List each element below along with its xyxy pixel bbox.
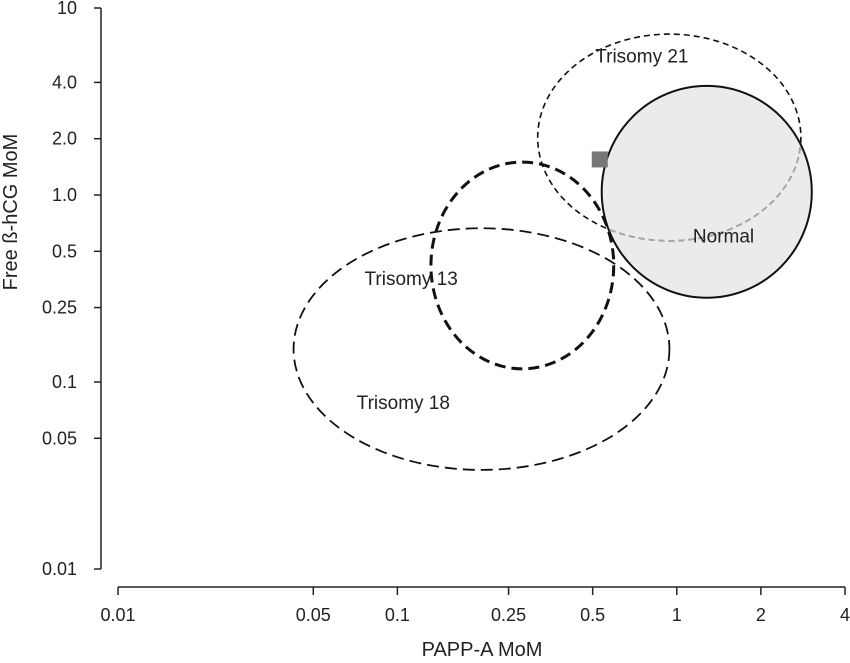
region-trisomy-18-overlap [601, 227, 671, 298]
data-point-square [591, 151, 608, 168]
y-tick-label: 0.05 [42, 428, 77, 448]
region-label-normal: Normal [693, 226, 754, 247]
y-tick-label: 0.1 [52, 372, 77, 392]
region-layer [292, 33, 813, 471]
x-tick-label: 0.05 [296, 605, 331, 625]
region-label-trisomy-18: Trisomy 18 [357, 393, 450, 414]
region-labels: Normal Trisomy 18 Trisomy 13 Trisomy 21 [357, 47, 754, 415]
y-tick-label: 2.0 [52, 129, 77, 149]
y-ticks: 0.01 0.05 0.1 0.25 0.5 1.0 2.0 4.0 10 [42, 0, 101, 579]
y-tick-label: 0.5 [52, 241, 77, 261]
x-axis-title: PAPP-A MoM [422, 639, 543, 661]
x-ticks: 0.01 0.05 0.1 0.25 0.5 1 2 4 [100, 587, 850, 625]
x-tick-label: 1 [672, 605, 682, 625]
region-label-trisomy-21: Trisomy 21 [595, 47, 688, 68]
x-tick-label: 0.01 [100, 605, 135, 625]
y-tick-label: 0.25 [42, 298, 77, 318]
point-layer [591, 151, 608, 168]
axes [100, 8, 845, 588]
y-tick-label: 4.0 [52, 72, 77, 92]
x-tick-label: 4 [840, 605, 850, 625]
x-tick-label: 0.25 [491, 605, 526, 625]
x-tick-label: 0.1 [385, 605, 410, 625]
y-tick-label: 0.01 [42, 559, 77, 579]
x-tick-label: 0.5 [580, 605, 605, 625]
y-axis-title: Free ß-hCG MoM [0, 134, 22, 291]
region-trisomy-13 [429, 160, 616, 371]
region-label-trisomy-13: Trisomy 13 [365, 269, 458, 290]
x-tick-label: 2 [756, 605, 766, 625]
y-tick-label: 10 [57, 0, 77, 18]
region-trisomy-18 [292, 227, 671, 471]
y-tick-label: 1.0 [52, 185, 77, 205]
region-normal [600, 84, 813, 299]
